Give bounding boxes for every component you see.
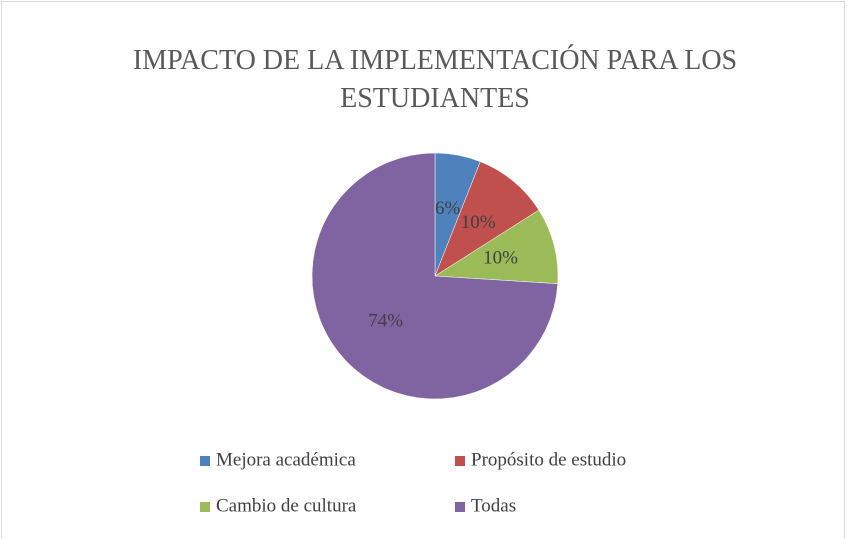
pie-slice xyxy=(434,209,559,284)
data-label: 74% xyxy=(368,311,403,332)
legend-swatch xyxy=(200,502,210,512)
legend-label: Todas xyxy=(471,495,516,516)
pie-slice xyxy=(434,161,540,277)
legend-label: Propósito de estudio xyxy=(471,449,626,470)
legend-label: Mejora académica xyxy=(216,449,356,470)
data-label: 6% xyxy=(435,198,461,219)
pie-slice xyxy=(311,152,559,400)
chart-title: IMPACTO DE LA IMPLEMENTACIÓN PARA LOS ES… xyxy=(132,45,738,114)
data-label: 10% xyxy=(461,212,496,233)
legend-label: Cambio de cultura xyxy=(216,495,357,516)
data-label: 10% xyxy=(483,248,518,269)
legend-swatch xyxy=(200,456,210,466)
legend-swatch xyxy=(455,456,465,466)
legend-swatch xyxy=(455,502,465,512)
